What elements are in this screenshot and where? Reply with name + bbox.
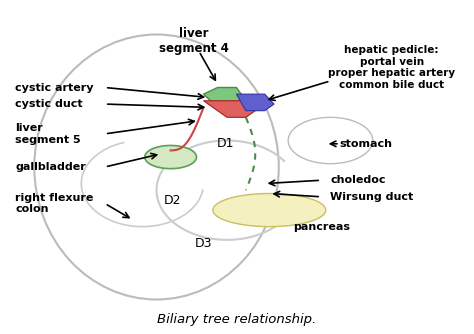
Polygon shape <box>145 146 197 169</box>
Text: D2: D2 <box>164 194 182 207</box>
Polygon shape <box>237 94 274 111</box>
Text: gallbladder: gallbladder <box>16 162 86 172</box>
Text: liver
segment 4: liver segment 4 <box>159 27 229 55</box>
Text: cystic duct: cystic duct <box>16 99 83 109</box>
Text: pancreas: pancreas <box>293 222 350 231</box>
Text: hepatic pedicle:
portal vein
proper hepatic artery
common bile duct: hepatic pedicle: portal vein proper hepa… <box>328 45 455 90</box>
Text: D3: D3 <box>195 237 212 250</box>
Text: cystic artery: cystic artery <box>16 82 94 93</box>
Text: Wirsung duct: Wirsung duct <box>330 192 414 202</box>
Polygon shape <box>203 101 255 117</box>
Text: Biliary tree relationship.: Biliary tree relationship. <box>157 313 316 326</box>
Text: liver
segment 5: liver segment 5 <box>16 123 81 145</box>
Text: right flexure
colon: right flexure colon <box>16 193 94 214</box>
Text: stomach: stomach <box>340 139 393 149</box>
Polygon shape <box>203 88 246 107</box>
Text: D1: D1 <box>217 137 234 150</box>
Text: choledoc: choledoc <box>330 175 386 185</box>
Polygon shape <box>213 193 326 226</box>
